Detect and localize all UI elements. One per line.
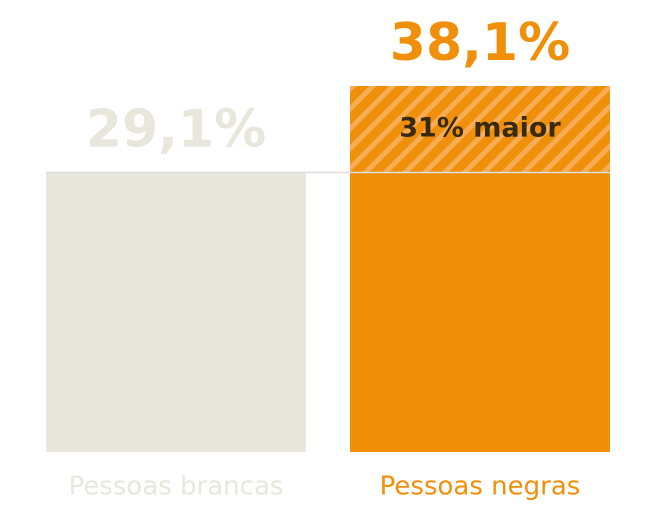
category-label: Pessoas negras — [380, 472, 581, 502]
value-label: 38,1% — [390, 13, 570, 73]
category-label: Pessoas brancas — [69, 472, 284, 502]
value-label: 29,1% — [86, 99, 266, 159]
bar — [46, 172, 306, 452]
annotation: 31% maior — [399, 113, 561, 144]
bar — [350, 172, 610, 452]
